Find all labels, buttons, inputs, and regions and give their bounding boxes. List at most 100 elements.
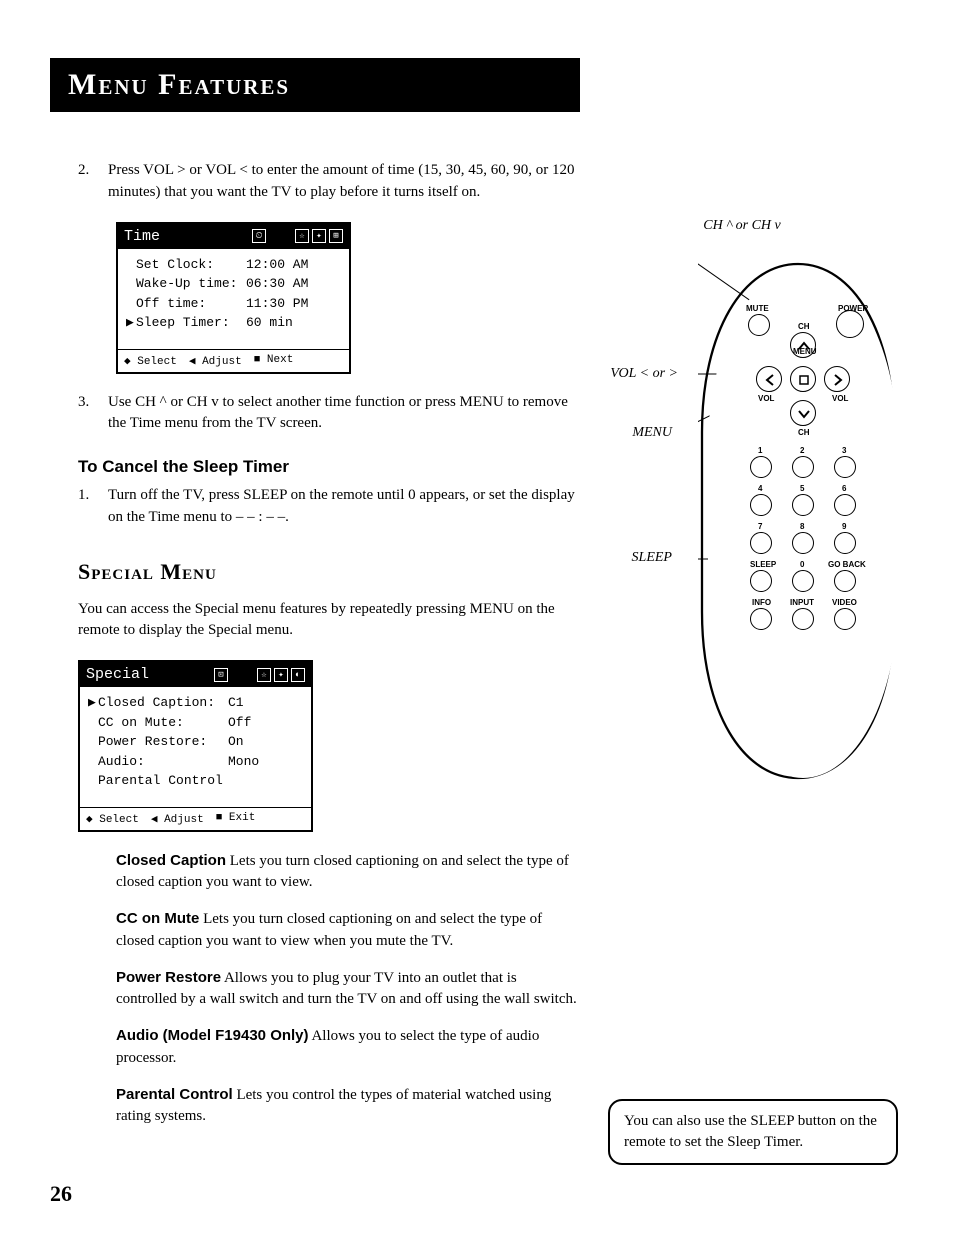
callout-ch: CH ^ or CH v <box>682 218 802 234</box>
time-menu-body: Set Clock:12:00 AM Wake-Up time:06:30 AM… <box>118 249 349 349</box>
step-num: 3. <box>78 392 108 436</box>
num-4-button[interactable] <box>750 494 772 516</box>
step-text: Turn off the TV, press SLEEP on the remo… <box>108 485 578 529</box>
page-number: 26 <box>50 1181 72 1207</box>
menu-title-icons: ⊡ ☆ ✦ ◐ <box>214 668 305 682</box>
menu-row: Audio:Mono <box>88 752 303 772</box>
time-menu-box: Time ⏲ ☆ ✦ ⊞ Set Clock:12:00 AM Wake-Up … <box>116 222 351 374</box>
mute-button[interactable] <box>748 314 770 336</box>
label-1: 1 <box>758 446 762 455</box>
num-1-button[interactable] <box>750 456 772 478</box>
def-audio: Audio (Model F19430 Only) Allows you to … <box>116 1025 578 1070</box>
menu-row: CC on Mute:Off <box>88 713 303 733</box>
label-video: VIDEO <box>832 598 857 607</box>
video-button[interactable] <box>834 608 856 630</box>
label-goback: GO BACK <box>828 560 866 569</box>
left-column: 2. Press VOL > or VOL < to enter the amo… <box>78 160 578 1142</box>
special-heading: Special Menu <box>78 559 578 585</box>
label-4: 4 <box>758 484 762 493</box>
power-button[interactable] <box>836 310 864 338</box>
callout-menu: MENU <box>612 425 672 441</box>
def-power-restore: Power Restore Allows you to plug your TV… <box>116 967 578 1012</box>
label-6: 6 <box>842 484 846 493</box>
menu-icon: ◐ <box>291 668 305 682</box>
step-text: Press VOL > or VOL < to enter the amount… <box>108 160 578 204</box>
menu-icon: ⊡ <box>214 668 228 682</box>
num-0-button[interactable] <box>792 570 814 592</box>
steps-b: 3. Use CH ^ or CH v to select another ti… <box>78 392 578 436</box>
step-c1: 1. Turn off the TV, press SLEEP on the r… <box>78 485 578 529</box>
num-9-button[interactable] <box>834 532 856 554</box>
num-3-button[interactable] <box>834 456 856 478</box>
num-7-button[interactable] <box>750 532 772 554</box>
menu-row: ▶Closed Caption:C1 <box>88 693 303 713</box>
time-menu-title: Time <box>124 228 160 245</box>
menu-row: Set Clock:12:00 AM <box>126 255 341 275</box>
page-title: Menu Features <box>68 68 290 101</box>
menu-icon: ✦ <box>312 229 326 243</box>
info-button[interactable] <box>750 608 772 630</box>
label-2: 2 <box>800 446 804 455</box>
cancel-heading: To Cancel the Sleep Timer <box>78 457 578 477</box>
sleep-button[interactable] <box>750 570 772 592</box>
num-2-button[interactable] <box>792 456 814 478</box>
ch-down-button[interactable] <box>790 400 816 426</box>
label-menu: MENU <box>793 347 817 356</box>
remote-body: MUTE POWER CH MENU VOL VOL CH 1 2 3 <box>708 268 898 778</box>
step-num: 2. <box>78 160 108 204</box>
remote-diagram: CH ^ or CH v VOL < or > MENU SLEEP MUTE … <box>602 218 898 778</box>
label-9: 9 <box>842 522 846 531</box>
steps-a: 2. Press VOL > or VOL < to enter the amo… <box>78 160 578 204</box>
label-vol-l: VOL <box>758 394 774 403</box>
step-num: 1. <box>78 485 108 529</box>
menu-row: Power Restore:On <box>88 732 303 752</box>
label-5: 5 <box>800 484 804 493</box>
label-8: 8 <box>800 522 804 531</box>
label-sleep: SLEEP <box>750 560 776 569</box>
label-3: 3 <box>842 446 846 455</box>
menu-row: Parental Control <box>88 771 303 791</box>
label-7: 7 <box>758 522 762 531</box>
label-mute: MUTE <box>746 304 769 313</box>
menu-row: ▶Sleep Timer: 60 min <box>126 313 341 333</box>
menu-row: Wake-Up time:06:30 AM <box>126 274 341 294</box>
num-5-button[interactable] <box>792 494 814 516</box>
label-ch-top: CH <box>798 322 810 331</box>
special-menu-footer: ◆ Select ◀ Adjust ■ Exit <box>80 807 311 830</box>
def-closed-caption: Closed Caption Lets you turn closed capt… <box>116 850 578 895</box>
special-intro: You can access the Special menu features… <box>78 599 578 643</box>
tip-text: You can also use the SLEEP button on the… <box>624 1113 877 1150</box>
vol-down-button[interactable] <box>756 366 782 392</box>
menu-button[interactable] <box>790 366 816 392</box>
num-6-button[interactable] <box>834 494 856 516</box>
def-cc-on-mute: CC on Mute Lets you turn closed captioni… <box>116 908 578 953</box>
special-menu-title: Special <box>86 666 149 683</box>
time-menu-title-bar: Time ⏲ ☆ ✦ ⊞ <box>118 224 349 249</box>
input-button[interactable] <box>792 608 814 630</box>
special-menu-title-bar: Special ⊡ ☆ ✦ ◐ <box>80 662 311 687</box>
goback-button[interactable] <box>834 570 856 592</box>
special-menu-box: Special ⊡ ☆ ✦ ◐ ▶Closed Caption:C1 CC on… <box>78 660 313 832</box>
step-text: Use CH ^ or CH v to select another time … <box>108 392 578 436</box>
tip-box: You can also use the SLEEP button on the… <box>608 1099 898 1165</box>
step-2: 2. Press VOL > or VOL < to enter the amo… <box>78 160 578 204</box>
callout-vol: VOL < or > <box>592 366 678 382</box>
time-menu-footer: ◆ Select ◀ Adjust ■ Next <box>118 349 349 372</box>
label-0: 0 <box>800 560 804 569</box>
menu-title-icons: ⏲ ☆ ✦ ⊞ <box>252 229 343 243</box>
menu-row: Off time:11:30 PM <box>126 294 341 314</box>
menu-icon: ☆ <box>295 229 309 243</box>
page-title-bar: Menu Features <box>50 58 580 112</box>
label-vol-r: VOL <box>832 394 848 403</box>
step-3: 3. Use CH ^ or CH v to select another ti… <box>78 392 578 436</box>
menu-icon: ☆ <box>257 668 271 682</box>
def-parental-control: Parental Control Lets you control the ty… <box>116 1084 578 1129</box>
menu-icon: ⊞ <box>329 229 343 243</box>
definitions: Closed Caption Lets you turn closed capt… <box>116 850 578 1129</box>
menu-icon: ✦ <box>274 668 288 682</box>
menu-icon: ⏲ <box>252 229 266 243</box>
callout-sleep: SLEEP <box>612 550 672 566</box>
steps-c: 1. Turn off the TV, press SLEEP on the r… <box>78 485 578 529</box>
num-8-button[interactable] <box>792 532 814 554</box>
vol-up-button[interactable] <box>824 366 850 392</box>
